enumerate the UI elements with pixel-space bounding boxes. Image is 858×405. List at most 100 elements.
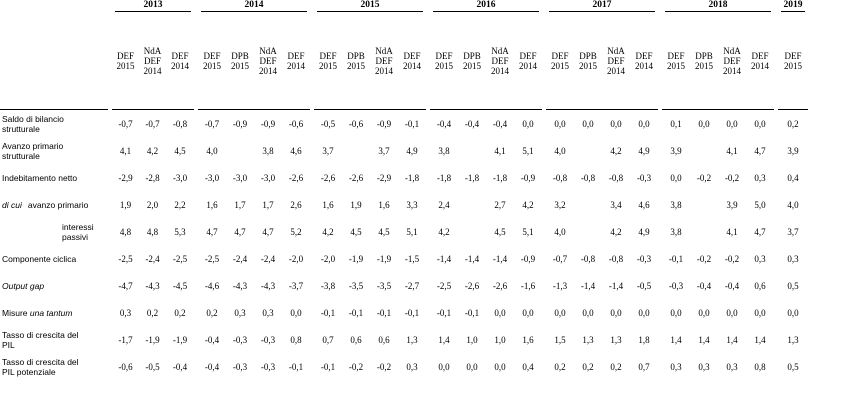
source-label-line: DEF	[171, 51, 189, 61]
value-cell: -1,4	[464, 253, 480, 264]
source-label-line: DEF	[551, 51, 569, 61]
value-cell: 0,3	[754, 253, 766, 264]
source-header: NdA DEF 2014	[370, 14, 398, 108]
source-header: NdA DEF 2014	[254, 14, 282, 108]
value-cell: 1,5	[554, 334, 566, 345]
value-cell: 4,8	[119, 226, 132, 237]
source-label-line: DEF	[723, 56, 741, 66]
year-header: 2014	[198, 0, 310, 14]
value-cell	[690, 137, 718, 164]
year-label: 2017	[549, 0, 655, 12]
source-label: DEF 2015	[435, 51, 453, 71]
value-cell: 4,2	[610, 145, 622, 156]
row-label: Saldo di bilancio strutturale	[0, 110, 108, 138]
source-label: NdA DEF 2014	[723, 46, 741, 76]
value-cell: 3,8	[438, 145, 450, 156]
value-cell: -0,6	[288, 118, 304, 129]
source-label-line: 2014	[751, 61, 769, 71]
source-label: DEF 2015	[203, 51, 221, 71]
row-label-text: interessi passivi	[62, 221, 94, 242]
value-cell: 0,3	[119, 307, 132, 318]
value-cell: -0,4	[492, 118, 508, 129]
source-header: NdA DEF 2014	[718, 14, 746, 108]
row-label-text: Output gap	[2, 280, 45, 291]
value-cell: 0,3	[406, 361, 418, 372]
value-cell: -1,4	[580, 280, 596, 291]
value-cell: 4,0	[554, 145, 566, 156]
source-label-line: 2015	[463, 61, 481, 71]
value-cell: 0,0	[638, 118, 650, 129]
value-cell: -4,3	[232, 280, 248, 291]
source-label-line: 2014	[491, 66, 509, 76]
value-cell: 3,7	[787, 226, 799, 237]
rule-cell	[314, 108, 426, 110]
source-label: NdA DEF 2014	[375, 46, 393, 76]
value-cell: -0,1	[404, 118, 420, 129]
value-cell: -0,1	[320, 361, 336, 372]
value-cell: 4,2	[438, 226, 450, 237]
row-label-text: strutturale	[2, 123, 40, 134]
value-cell	[690, 218, 718, 245]
source-label-line: DEF	[784, 51, 802, 61]
value-cell: -0,2	[724, 253, 740, 264]
source-label-line: 2015	[551, 61, 569, 71]
source-label-line: 2015	[784, 61, 802, 71]
value-cell: 4,2	[610, 226, 622, 237]
row-label: interessi passivi	[0, 218, 108, 245]
value-cell: 0,2	[146, 307, 159, 318]
rule-cell	[778, 108, 808, 110]
value-cell: -4,3	[145, 280, 160, 291]
value-cell	[342, 137, 370, 164]
value-cell: 0,3	[262, 307, 274, 318]
value-cell: -0,4	[464, 118, 480, 129]
value-cell: -2,0	[320, 253, 336, 264]
source-label-line: 2014	[171, 61, 189, 71]
value-cell: 3,7	[378, 145, 390, 156]
value-cell	[458, 218, 486, 245]
value-cell: -4,5	[172, 280, 188, 291]
value-cell: -0,2	[348, 361, 364, 372]
value-cell: 4,0	[206, 145, 218, 156]
value-cell: 0,1	[670, 118, 682, 129]
source-label-line: 2015	[695, 61, 713, 71]
value-cell: 0,3	[670, 361, 682, 372]
value-cell: -1,4	[436, 253, 452, 264]
value-cell: -4,6	[204, 280, 220, 291]
source-label: NdA DEF 2014	[144, 46, 162, 76]
value-cell: -2,5	[204, 253, 220, 264]
value-cell: 0,0	[638, 307, 650, 318]
row-label-text: PIL	[2, 339, 15, 350]
value-cell: 4,6	[638, 199, 650, 210]
source-header: DEF 2015	[546, 14, 574, 108]
value-cell: -1,8	[464, 172, 480, 183]
value-cell: 3,7	[322, 145, 334, 156]
source-label-line: 2015	[579, 61, 597, 71]
value-cell: 1,6	[322, 199, 334, 210]
value-cell	[574, 191, 602, 218]
value-cell: 0,0	[554, 118, 566, 129]
row-label-text: Misure	[2, 307, 28, 318]
value-cell: 4,7	[206, 226, 218, 237]
value-cell: 0,0	[787, 307, 799, 318]
source-header: DPB 2015	[574, 14, 602, 108]
source-label-line: 2015	[667, 61, 685, 71]
rule-cell	[112, 108, 194, 110]
value-cell: 1,6	[378, 199, 390, 210]
table-row: Tasso di crescita del PIL -1,7 -1,9 -1,9 -0,4…	[0, 326, 808, 353]
value-cell: 4,9	[638, 226, 650, 237]
value-cell: 2,0	[146, 199, 159, 210]
source-header: DEF 2014	[746, 14, 774, 108]
value-cell: 1,3	[787, 334, 799, 345]
source-header: DPB 2015	[458, 14, 486, 108]
value-cell: -0,9	[260, 118, 276, 129]
value-cell: 1,6	[206, 199, 218, 210]
value-cell: -2,0	[288, 253, 304, 264]
value-cell	[458, 191, 486, 218]
value-cell: 0,0	[290, 307, 302, 318]
table-row: Componente ciclica -2,5 -2,4 -2,5 -2,5 -2,4 -2…	[0, 245, 808, 272]
value-cell: 0,7	[322, 334, 334, 345]
value-cell: -0,5	[320, 118, 336, 129]
value-cell: -1,8	[492, 172, 508, 183]
source-header: DEF 2015	[112, 14, 139, 108]
value-cell: -0,9	[520, 253, 536, 264]
